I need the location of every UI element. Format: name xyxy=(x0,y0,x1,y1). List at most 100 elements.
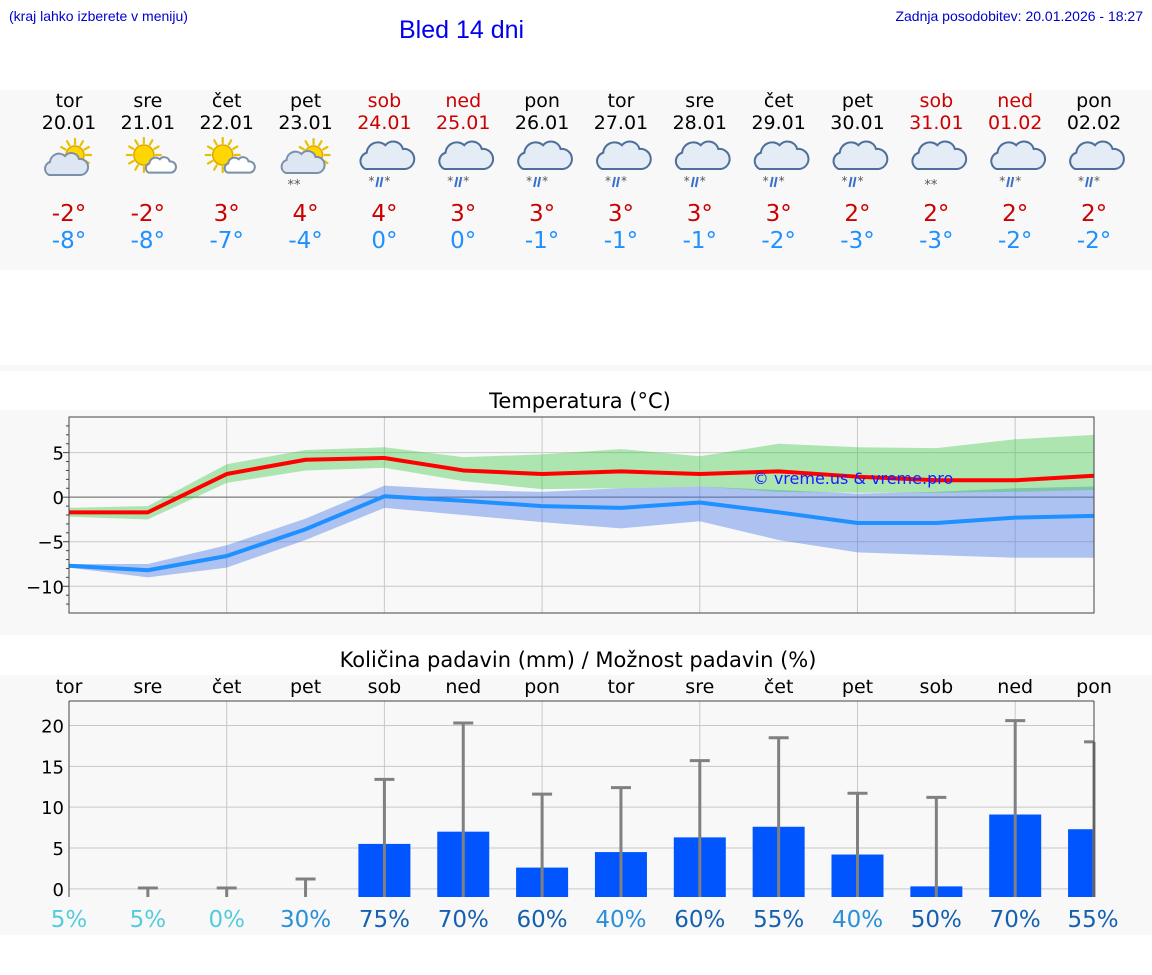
forecast-band xyxy=(0,90,1152,270)
date-label: 23.01 xyxy=(278,112,332,134)
date-label: 20.01 xyxy=(42,112,96,134)
precip-marks: * * xyxy=(763,174,785,188)
sun-ray xyxy=(128,159,135,165)
date-label: 02.02 xyxy=(1067,112,1121,134)
min-temp-label: -2° xyxy=(761,228,795,254)
precip-y-tick-label: 10 xyxy=(41,798,64,819)
raindrop xyxy=(375,176,380,188)
max-temp-label: 4° xyxy=(292,201,318,227)
sun-ray xyxy=(206,145,214,151)
max-temp-label: 2° xyxy=(1002,201,1028,227)
precip-probability-label: 70% xyxy=(438,907,489,933)
max-temp-label: 3° xyxy=(608,201,634,227)
cloud-shape xyxy=(223,156,256,174)
last-update: Zadnja posodobitev: 20.01.2026 - 18:27 xyxy=(895,8,1143,24)
cloud-sleet-icon: * * xyxy=(596,140,652,188)
raindrop xyxy=(773,176,778,188)
cloud-shape xyxy=(359,140,416,170)
precip-probability-label: 40% xyxy=(832,907,883,933)
partly-cloudy-icon xyxy=(44,137,93,176)
raindrop xyxy=(537,176,542,188)
raindrop xyxy=(379,176,384,188)
precip-day-label: pon xyxy=(1076,676,1112,698)
precip-day-label: sre xyxy=(133,676,162,698)
sun-ray xyxy=(153,145,160,151)
raindrop xyxy=(458,176,463,188)
cloud-sleet-icon: * * xyxy=(517,140,573,188)
precip-probability-label: 75% xyxy=(359,907,410,933)
cloud-shape xyxy=(832,140,889,170)
min-temp-label: -8° xyxy=(131,228,165,254)
min-temp-label: -3° xyxy=(919,228,953,254)
day-name-label: pon xyxy=(1076,90,1112,112)
cloud-shape xyxy=(990,140,1046,170)
day-name-label: pet xyxy=(842,90,873,112)
temp-y-tick-label: 0 xyxy=(53,488,64,509)
snowflake-glyph: * xyxy=(700,174,706,188)
sun-ray xyxy=(79,140,85,147)
snowflake-glyph: * xyxy=(542,174,548,188)
precip-day-label: čet xyxy=(212,676,242,698)
precip-y-tick-label: 5 xyxy=(53,839,64,860)
min-temp-label: 0° xyxy=(450,228,476,254)
sun-ray xyxy=(298,145,306,151)
precip-day-label: sre xyxy=(685,676,714,698)
max-temp-label: 2° xyxy=(1081,201,1107,227)
watermark: © vreme.us & vreme.pro xyxy=(753,469,954,488)
precip-y-tick-label: 0 xyxy=(53,880,64,901)
region-hint: (kraj lahko izberete v meniju) xyxy=(9,8,188,24)
day-name-label: pet xyxy=(290,90,321,112)
cloud-shape xyxy=(674,140,731,170)
snowflake-glyph: * xyxy=(447,174,453,188)
raindrop xyxy=(615,176,620,188)
day-name-label: sre xyxy=(685,90,714,112)
cloud-sleet-icon: * * xyxy=(990,140,1046,188)
date-label: 26.01 xyxy=(515,112,569,134)
raindrop xyxy=(769,176,774,188)
temp-chart-title: Temperatura (°C) xyxy=(488,389,671,413)
precip-marks: * * xyxy=(526,174,548,188)
cloud-shape xyxy=(753,140,810,170)
cloud-shape xyxy=(1069,140,1125,170)
day-name-label: čet xyxy=(212,90,242,112)
min-temp-label: -1° xyxy=(525,228,559,254)
precip-probability-label: 60% xyxy=(674,907,725,933)
raindrop xyxy=(1085,176,1090,188)
day-name-label: sre xyxy=(133,90,162,112)
raindrop xyxy=(1089,176,1094,188)
cloud-shape xyxy=(438,140,494,170)
sun-ray xyxy=(321,145,329,151)
cloud-sleet-icon: * * xyxy=(1069,140,1125,188)
cloud-shape xyxy=(911,140,968,170)
sun-ray xyxy=(206,159,214,165)
date-label: 24.01 xyxy=(357,112,411,134)
snowflake-glyph: * xyxy=(621,174,627,188)
max-temp-line xyxy=(69,455,1095,515)
precip-marks: * * xyxy=(999,174,1021,188)
raindrop xyxy=(694,176,699,188)
temp-y-tick-label: 5 xyxy=(53,444,64,465)
sun-ray xyxy=(65,140,71,147)
precip-day-label: tor xyxy=(608,676,635,698)
max-temp-label: -2° xyxy=(131,201,165,227)
precip-plot-area xyxy=(69,701,1094,897)
raindrop xyxy=(690,176,695,188)
precip-marks: * * xyxy=(842,174,864,188)
precip-day-label: sob xyxy=(920,676,954,698)
snowflake-glyph: * xyxy=(684,174,690,188)
snowflake-glyph: * xyxy=(526,174,532,188)
raindrop xyxy=(852,176,857,188)
separator-band xyxy=(0,365,1152,371)
snowflake-glyph: * xyxy=(763,174,769,188)
precip-probability-label: 55% xyxy=(1067,907,1118,933)
snowflake-glyph: * xyxy=(605,174,611,188)
date-label: 22.01 xyxy=(199,112,253,134)
max-temp-label: 3° xyxy=(529,201,555,227)
date-label: 21.01 xyxy=(121,112,175,134)
cloud-sleet-icon: * * xyxy=(832,140,889,188)
day-name-label: sob xyxy=(920,90,954,112)
cloud-sleet-icon: * * xyxy=(753,140,810,188)
cloud-shape xyxy=(144,156,177,174)
max-temp-label: 2° xyxy=(844,201,870,227)
